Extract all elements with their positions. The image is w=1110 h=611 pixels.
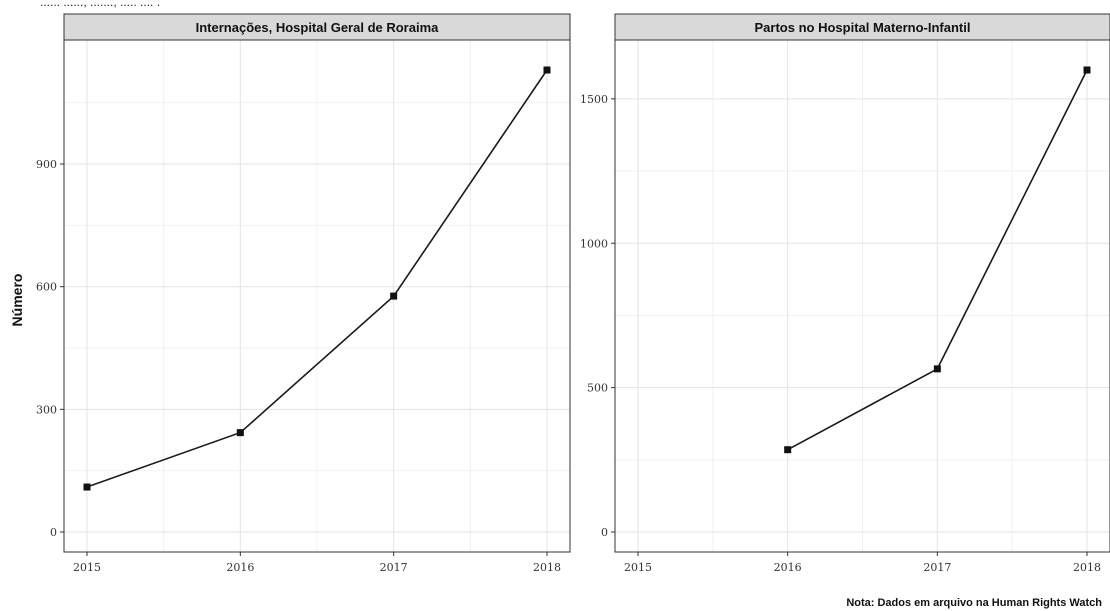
y-tick-label: 300 bbox=[36, 403, 57, 416]
data-point-partos-2018 bbox=[1083, 66, 1091, 74]
series-line-internacoes bbox=[86, 69, 548, 488]
x-tick-label: 2017 bbox=[923, 561, 951, 574]
y-tick-label: 600 bbox=[36, 281, 57, 294]
y-tick-label: 1500 bbox=[580, 93, 608, 106]
panel-internacoes-series bbox=[83, 66, 551, 491]
y-tick-label: 500 bbox=[587, 382, 608, 395]
x-tick-label: 2018 bbox=[533, 561, 561, 574]
y-tick-label: 1000 bbox=[580, 237, 608, 250]
y-tick-label: 0 bbox=[601, 526, 608, 539]
data-point-internacoes-2016 bbox=[236, 429, 244, 437]
y-tick-label: 0 bbox=[50, 526, 57, 539]
x-tick-label: 2015 bbox=[73, 561, 101, 574]
data-point-partos-2017 bbox=[933, 365, 941, 373]
top-caption: ...... ......, ......., ..... .... . bbox=[40, 0, 160, 9]
panel-partos-gridlines bbox=[615, 40, 1110, 552]
panel-partos-x-ticks: 2015 2016 2017 2018 bbox=[624, 552, 1101, 574]
panel-partos: Partos no Hospital Materno-Infantil 0 500… bbox=[580, 13, 1110, 574]
x-tick-label: 2018 bbox=[1073, 561, 1101, 574]
panel-internacoes-title: Internações, Hospital Geral de Roraima bbox=[196, 20, 440, 35]
panel-partos-y-ticks: 0 500 1000 1500 bbox=[580, 93, 615, 539]
panel-internacoes-gridlines bbox=[64, 40, 570, 552]
data-point-internacoes-2018 bbox=[543, 66, 551, 74]
x-tick-label: 2015 bbox=[624, 561, 652, 574]
panel-partos-frame bbox=[614, 39, 1110, 553]
panel-partos-strip bbox=[614, 13, 1110, 41]
footnote: Nota: Dados em arquivo na Human Rights W… bbox=[846, 597, 1102, 609]
panel-internacoes: Internações, Hospital Geral de Roraima 0… bbox=[36, 13, 571, 574]
panel-partos-title: Partos no Hospital Materno-Infantil bbox=[755, 20, 971, 35]
panel-internacoes-frame bbox=[63, 39, 571, 553]
y-tick-label: 900 bbox=[36, 158, 57, 171]
x-tick-label: 2017 bbox=[380, 561, 408, 574]
data-point-partos-2016 bbox=[784, 446, 792, 454]
data-point-internacoes-2015 bbox=[83, 483, 91, 491]
panel-internacoes-x-ticks: 2015 2016 2017 2018 bbox=[73, 552, 561, 574]
y-axis-title: Número bbox=[9, 274, 25, 327]
panel-internacoes-strip bbox=[63, 13, 571, 41]
x-tick-label: 2016 bbox=[774, 561, 802, 574]
x-tick-label: 2016 bbox=[226, 561, 254, 574]
data-point-internacoes-2017 bbox=[390, 292, 398, 300]
panel-internacoes-y-ticks: 0 300 600 900 bbox=[36, 158, 64, 539]
panel-partos-series bbox=[784, 66, 1091, 454]
